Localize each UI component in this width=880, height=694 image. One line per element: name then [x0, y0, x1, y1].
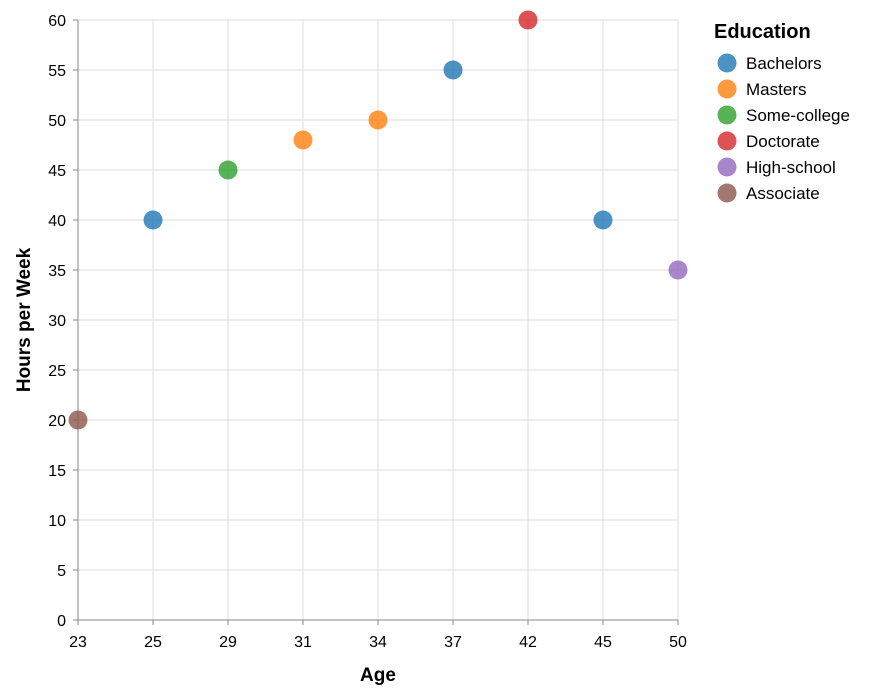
data-point	[593, 210, 613, 230]
x-tick-label: 23	[69, 634, 87, 651]
legend-title: Education	[714, 21, 811, 43]
axes	[73, 19, 679, 625]
x-tick-label: 50	[669, 634, 687, 651]
data-point	[293, 130, 313, 150]
data-point	[143, 210, 163, 230]
x-axis-title: Age	[360, 665, 396, 686]
y-tick-label: 0	[57, 613, 66, 630]
y-tick-label: 10	[48, 513, 66, 530]
data-point	[518, 10, 538, 30]
grid	[77, 19, 679, 621]
legend-swatch	[717, 131, 737, 151]
y-tick-label: 40	[48, 213, 66, 230]
y-tick-label: 25	[48, 363, 66, 380]
legend-swatch	[717, 105, 737, 125]
y-tick-label: 45	[48, 163, 66, 180]
y-tick-label: 15	[48, 463, 66, 480]
y-axis-title: Hours per Week	[14, 247, 35, 392]
legend-label: Some-college	[746, 106, 850, 125]
data-point	[68, 410, 88, 430]
legend-swatch	[717, 79, 737, 99]
legend-label: Bachelors	[746, 54, 822, 73]
legend-label: High-school	[746, 158, 836, 177]
legend-swatch	[717, 157, 737, 177]
y-tick-label: 55	[48, 63, 66, 80]
data-point	[443, 60, 463, 80]
x-tick-label: 29	[219, 634, 237, 651]
data-point	[368, 110, 388, 130]
y-tick-label: 50	[48, 113, 66, 130]
y-tick-label: 60	[48, 13, 66, 30]
legend-entries: Bachelors Masters Some-college Doctorate Hig…	[717, 53, 850, 203]
legend-label: Masters	[746, 80, 806, 99]
legend-swatch	[717, 53, 737, 73]
legend-label: Associate	[746, 184, 820, 203]
tick-labels: 23 25 29 31 34 37 42 45 50 0 5 10 15 20 25 30 35 40 45 50 55…	[48, 13, 687, 651]
x-tick-label: 25	[144, 634, 162, 651]
x-tick-label: 42	[519, 634, 537, 651]
x-tick-label: 45	[594, 634, 612, 651]
x-tick-label: 31	[294, 634, 312, 651]
legend-label: Doctorate	[746, 132, 820, 151]
x-tick-label: 37	[444, 634, 462, 651]
legend-swatch	[717, 183, 737, 203]
legend: Education Bachelors Masters Some-college Do…	[714, 21, 850, 203]
y-tick-label: 35	[48, 263, 66, 280]
y-tick-label: 5	[57, 563, 66, 580]
data-point	[218, 160, 238, 180]
data-points	[68, 10, 688, 430]
y-tick-label: 30	[48, 313, 66, 330]
x-tick-label: 34	[369, 634, 387, 651]
data-point	[668, 260, 688, 280]
y-tick-label: 20	[48, 413, 66, 430]
